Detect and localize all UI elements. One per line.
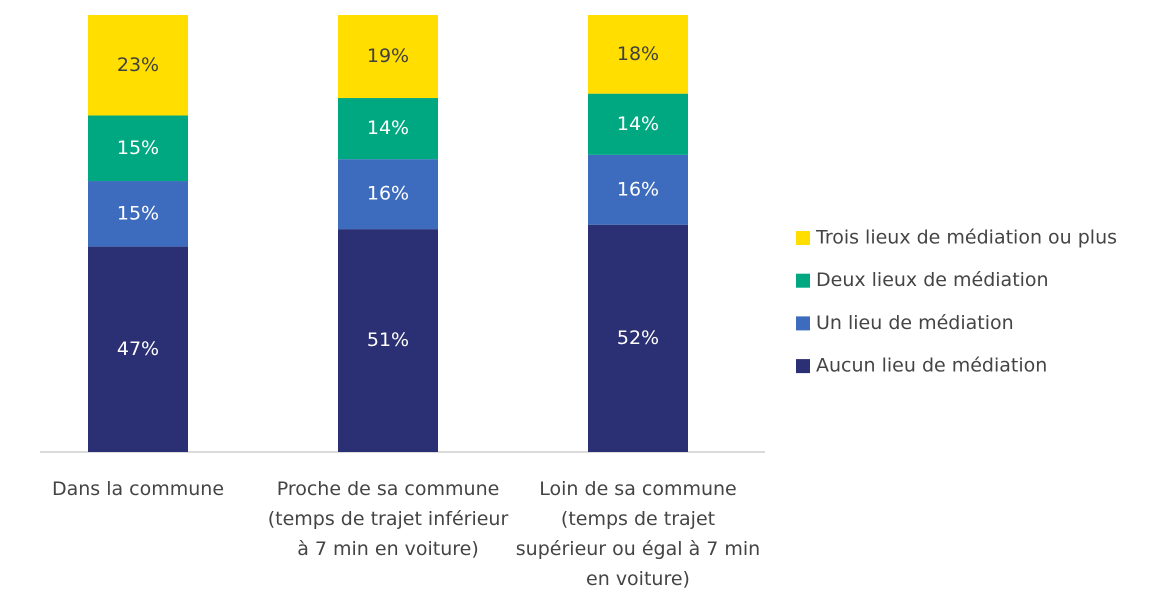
bar-segment [588,154,688,225]
bar-segment [338,159,438,230]
bar-segment [588,93,688,155]
value-label: 52% [617,327,659,349]
bar-segment [338,15,438,99]
value-label: 18% [617,43,659,65]
legend-label: Un lieu de médiation [816,312,1014,334]
bar-segment [338,98,438,160]
legend-swatch [796,231,810,245]
bar-segment [338,229,438,452]
x-tick-label: Loin de sa commune (temps de trajet supé… [515,478,761,590]
legend-swatch [796,316,810,331]
value-label: 14% [617,113,659,135]
bar-segment [88,181,188,247]
value-label: 23% [117,54,159,76]
legend-swatch [796,273,810,288]
x-tick-label: Proche de sa commune (temps de trajet in… [267,478,509,560]
legend-label: Trois lieux de médiation ou plus [815,227,1117,249]
bar-segment [88,115,188,182]
legend-label: Deux lieux de médiation [816,269,1049,291]
bar-segment [88,15,188,116]
legend-swatch [796,359,810,374]
bar-segment [588,224,688,452]
bar-segment [88,246,188,452]
value-label: 15% [117,137,159,159]
value-label: 15% [117,202,159,224]
x-tick-label: Dans la commune [51,478,225,500]
bar-segment [588,15,688,94]
value-label: 16% [617,178,659,200]
value-label: 14% [367,117,409,139]
value-label: 51% [367,329,409,351]
value-label: 16% [367,183,409,205]
value-label: 19% [367,45,409,67]
value-label: 47% [117,338,159,360]
legend-label: Aucun lieu de médiation [816,355,1047,377]
